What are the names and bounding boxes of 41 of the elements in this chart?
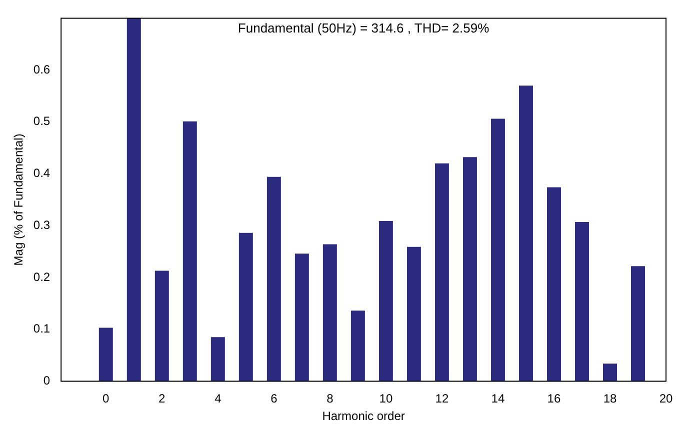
bar: [546, 187, 561, 382]
bar: [210, 337, 225, 382]
bar: [462, 157, 477, 382]
bar: [378, 220, 393, 382]
x-tick-label: 8: [326, 392, 334, 406]
x-axis-title: Harmonic order: [322, 409, 405, 424]
bar: [126, 18, 141, 382]
bar: [602, 364, 617, 382]
bar: [574, 222, 589, 382]
bar: [266, 176, 281, 382]
x-tick-label: 0: [102, 392, 110, 406]
y-tick-label: 0: [43, 374, 50, 388]
x-tick-label: 10: [379, 392, 393, 406]
x-tick-label: 20: [659, 392, 673, 406]
y-axis-title: Mag (% of Fundamental): [12, 134, 26, 266]
bar: [182, 121, 197, 382]
chart-title: Fundamental (50Hz) = 314.6 , THD= 2.59%: [238, 20, 490, 36]
bar: [434, 163, 449, 382]
bar: [518, 86, 533, 382]
x-tick-label: 12: [435, 392, 449, 406]
bar: [322, 244, 337, 382]
bar: [630, 266, 645, 382]
x-tick-label: 4: [214, 392, 222, 406]
y-tick-label: 0.4: [33, 166, 50, 180]
y-tick-label: 0.1: [33, 322, 50, 336]
bar: [154, 270, 169, 382]
x-tick-label: 2: [158, 392, 166, 406]
x-tick-label: 16: [547, 392, 561, 406]
x-tick-label: 14: [491, 392, 505, 406]
y-tick-label: 0.6: [33, 62, 50, 76]
y-tick-label: 0.5: [33, 114, 50, 128]
bar: [238, 232, 253, 382]
bar: [490, 118, 505, 382]
bar: [98, 328, 113, 382]
y-tick-label: 0.2: [33, 270, 50, 284]
x-tick-label: 6: [270, 392, 278, 406]
bar: [350, 310, 365, 382]
bar: [406, 246, 421, 382]
y-tick-label: 0.3: [33, 218, 50, 232]
bar: [294, 254, 309, 382]
x-tick-label: 18: [603, 392, 617, 406]
